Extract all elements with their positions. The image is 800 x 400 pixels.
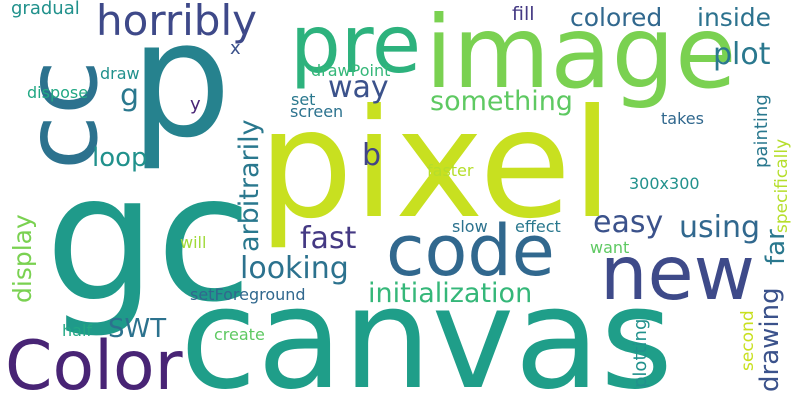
word-setforeground: setForeground	[190, 285, 306, 304]
word-will: will	[180, 233, 207, 252]
word-canvas: canvas	[180, 258, 674, 400]
word-300x300: 300x300	[629, 174, 700, 193]
word-gradual: gradual	[11, 0, 80, 19]
word-plot: plot	[713, 37, 771, 72]
word-fast: fast	[300, 221, 357, 256]
word-display: display	[8, 214, 37, 303]
word-color: Color	[5, 327, 183, 400]
word-swt: SWT	[108, 314, 167, 344]
word-takes: takes	[661, 109, 704, 128]
word-using: using	[679, 210, 761, 245]
word-image: image	[425, 0, 737, 111]
word-b: b	[362, 138, 382, 173]
word-colored: colored	[570, 3, 663, 32]
word-horribly: horribly	[96, 0, 257, 45]
word-new: new	[600, 229, 756, 317]
word-far: far	[761, 229, 791, 265]
word-x: x	[230, 38, 241, 59]
word-screen: screen	[290, 102, 344, 121]
word-slow: slow	[452, 217, 488, 236]
word-faster: faster	[427, 161, 474, 180]
word-drawing: drawing	[755, 287, 785, 392]
word-y: y	[190, 94, 201, 115]
word-g: g	[120, 78, 140, 113]
word-want: want	[590, 238, 630, 257]
word-loop: loop	[92, 143, 148, 173]
word-create: create	[214, 325, 265, 344]
word-specifically: specifically	[772, 138, 792, 233]
word-something: something	[430, 86, 573, 117]
word-fill: fill	[512, 3, 535, 25]
word-set: set	[291, 90, 316, 109]
word-effect: effect	[515, 217, 561, 236]
word-inside: inside	[697, 3, 772, 32]
word-draw: draw	[100, 64, 140, 83]
word-easy: easy	[593, 205, 664, 240]
word-code: code	[386, 210, 555, 292]
word-initialization: initialization	[368, 278, 533, 309]
word-gc: gc	[45, 138, 253, 341]
word-arbitrarily: arbitrarily	[234, 119, 265, 252]
word-plotting: plotting	[630, 318, 651, 388]
word-pixel: pixel	[258, 78, 614, 252]
word-painting: painting	[751, 94, 772, 168]
word-looking: looking	[240, 251, 349, 286]
word-pre: pre	[290, 0, 422, 91]
word-way: way	[328, 70, 389, 105]
word-p: p	[130, 0, 232, 173]
word-drawpoint: drawPoint	[311, 61, 391, 80]
word-half: half	[62, 321, 93, 340]
word-dispose: dispose	[27, 83, 89, 102]
word-second: second	[738, 310, 758, 371]
